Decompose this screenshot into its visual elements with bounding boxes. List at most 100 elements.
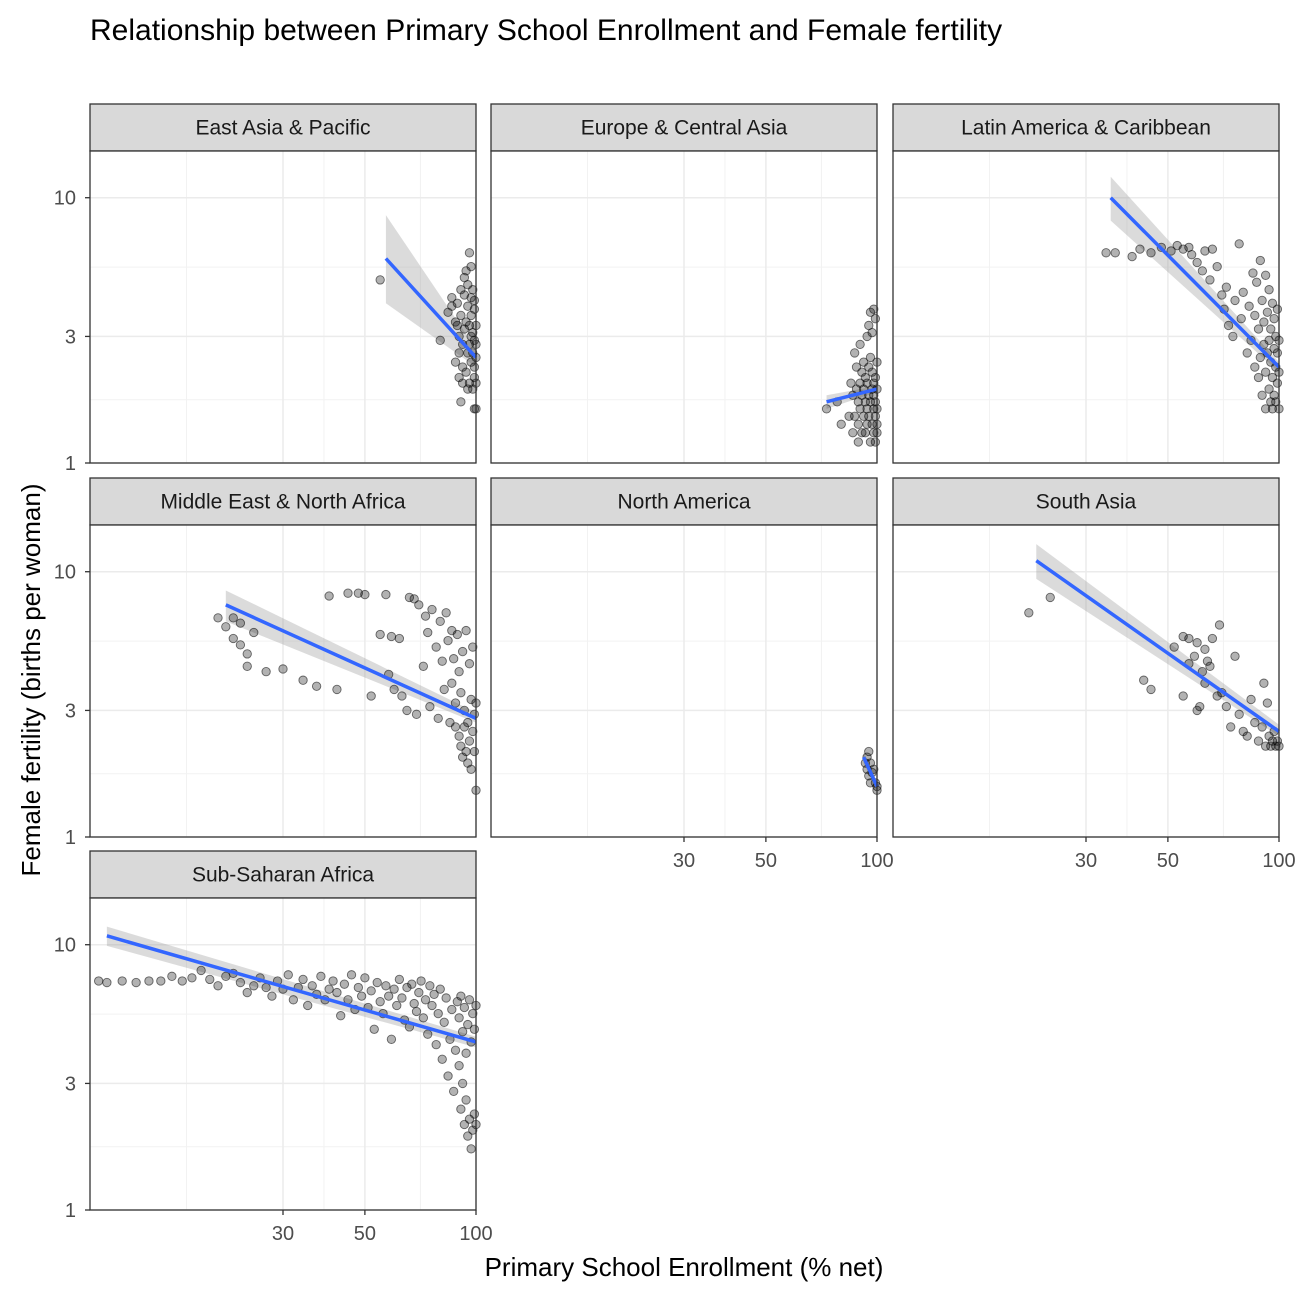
data-point <box>418 1013 428 1023</box>
data-point <box>414 600 424 610</box>
data-point <box>1272 378 1283 388</box>
data-point <box>1200 644 1210 654</box>
data-point <box>1244 301 1254 311</box>
data-point <box>850 348 860 358</box>
data-point <box>456 991 466 1001</box>
data-point <box>402 705 412 716</box>
data-point <box>441 993 451 1003</box>
data-point <box>235 977 246 988</box>
facet-panel: South Asia 30 50 100 <box>892 477 1296 872</box>
data-point <box>144 976 154 986</box>
x-tick-label: 50 <box>755 850 777 872</box>
data-point <box>1262 307 1273 317</box>
data-point <box>1264 384 1274 394</box>
data-point <box>414 987 424 998</box>
data-point <box>1184 633 1194 644</box>
data-point <box>1212 691 1222 701</box>
data-point <box>102 977 112 988</box>
y-tick-label: 3 <box>65 326 76 348</box>
data-point <box>416 976 426 986</box>
data-point <box>1242 731 1252 741</box>
data-point <box>1260 270 1271 280</box>
data-point <box>1214 620 1225 630</box>
data-point <box>468 726 478 737</box>
data-point <box>1178 631 1188 642</box>
data-point <box>375 275 385 285</box>
data-point <box>1238 287 1248 297</box>
data-point <box>221 622 231 632</box>
data-point <box>423 627 433 638</box>
x-tick-label: 30 <box>272 1223 294 1245</box>
data-point <box>457 752 468 762</box>
data-point <box>242 987 252 998</box>
data-point <box>1234 709 1244 719</box>
data-point <box>311 681 322 691</box>
data-point <box>298 974 308 985</box>
confidence-ribbon <box>385 215 476 368</box>
data-point <box>469 362 480 372</box>
data-point <box>307 981 317 991</box>
data-point <box>418 661 428 671</box>
data-point <box>1202 656 1213 666</box>
data-point <box>469 295 480 306</box>
data-point <box>1259 678 1269 688</box>
data-point <box>117 976 127 986</box>
data-point <box>431 1040 441 1050</box>
data-point <box>1228 331 1238 342</box>
facet-strip-label: South Asia <box>1036 491 1137 514</box>
data-point <box>427 604 437 615</box>
data-point <box>870 437 881 447</box>
data-point <box>457 646 468 657</box>
data-point <box>372 977 382 988</box>
facet-strip-label: East Asia & Pacific <box>195 117 370 140</box>
data-point <box>1146 248 1156 258</box>
data-point <box>1257 390 1267 400</box>
data-point <box>375 629 385 640</box>
data-point <box>339 979 350 989</box>
x-tick-label: 100 <box>860 850 893 872</box>
data-point <box>1226 722 1236 732</box>
data-point <box>1146 684 1156 695</box>
data-point <box>450 722 461 732</box>
data-point <box>389 984 399 994</box>
data-point <box>457 1027 468 1037</box>
facet-strip-label: North America <box>617 491 750 514</box>
data-point <box>389 684 399 695</box>
data-point <box>450 357 461 367</box>
data-point <box>1271 741 1281 751</box>
data-point <box>469 304 480 314</box>
data-point <box>869 304 879 314</box>
data-point <box>228 613 238 623</box>
data-point <box>1267 736 1278 746</box>
data-point <box>402 982 412 993</box>
data-point <box>821 404 832 414</box>
data-point <box>457 362 468 372</box>
data-point <box>468 1125 478 1135</box>
data-point <box>1221 282 1231 292</box>
data-point <box>864 362 874 372</box>
facet-strip-label: Middle East & North Africa <box>160 491 405 514</box>
data-point <box>443 635 453 646</box>
facet-strip <box>89 103 477 152</box>
data-point <box>283 970 293 980</box>
data-point <box>261 982 271 993</box>
data-point <box>853 437 863 447</box>
data-point <box>1166 246 1176 256</box>
facet-panel: Sub-Saharan Africa 1 3 10 30 50 100 <box>54 850 493 1245</box>
data-point <box>864 746 874 757</box>
data-point <box>242 649 252 659</box>
data-point <box>454 348 464 358</box>
x-tick-label: 30 <box>673 850 695 872</box>
data-point <box>1248 268 1258 278</box>
data-point <box>468 1008 478 1019</box>
data-point <box>397 691 407 701</box>
facet-strip-label: Latin America & Caribbean <box>961 117 1211 140</box>
data-point <box>452 298 462 308</box>
data-point <box>343 588 353 598</box>
data-point <box>228 633 238 644</box>
data-point <box>324 591 334 601</box>
data-point <box>466 1144 476 1154</box>
data-point <box>848 428 858 438</box>
data-point <box>1223 320 1234 331</box>
facet-panel: Latin America & Caribbean <box>892 103 1284 464</box>
